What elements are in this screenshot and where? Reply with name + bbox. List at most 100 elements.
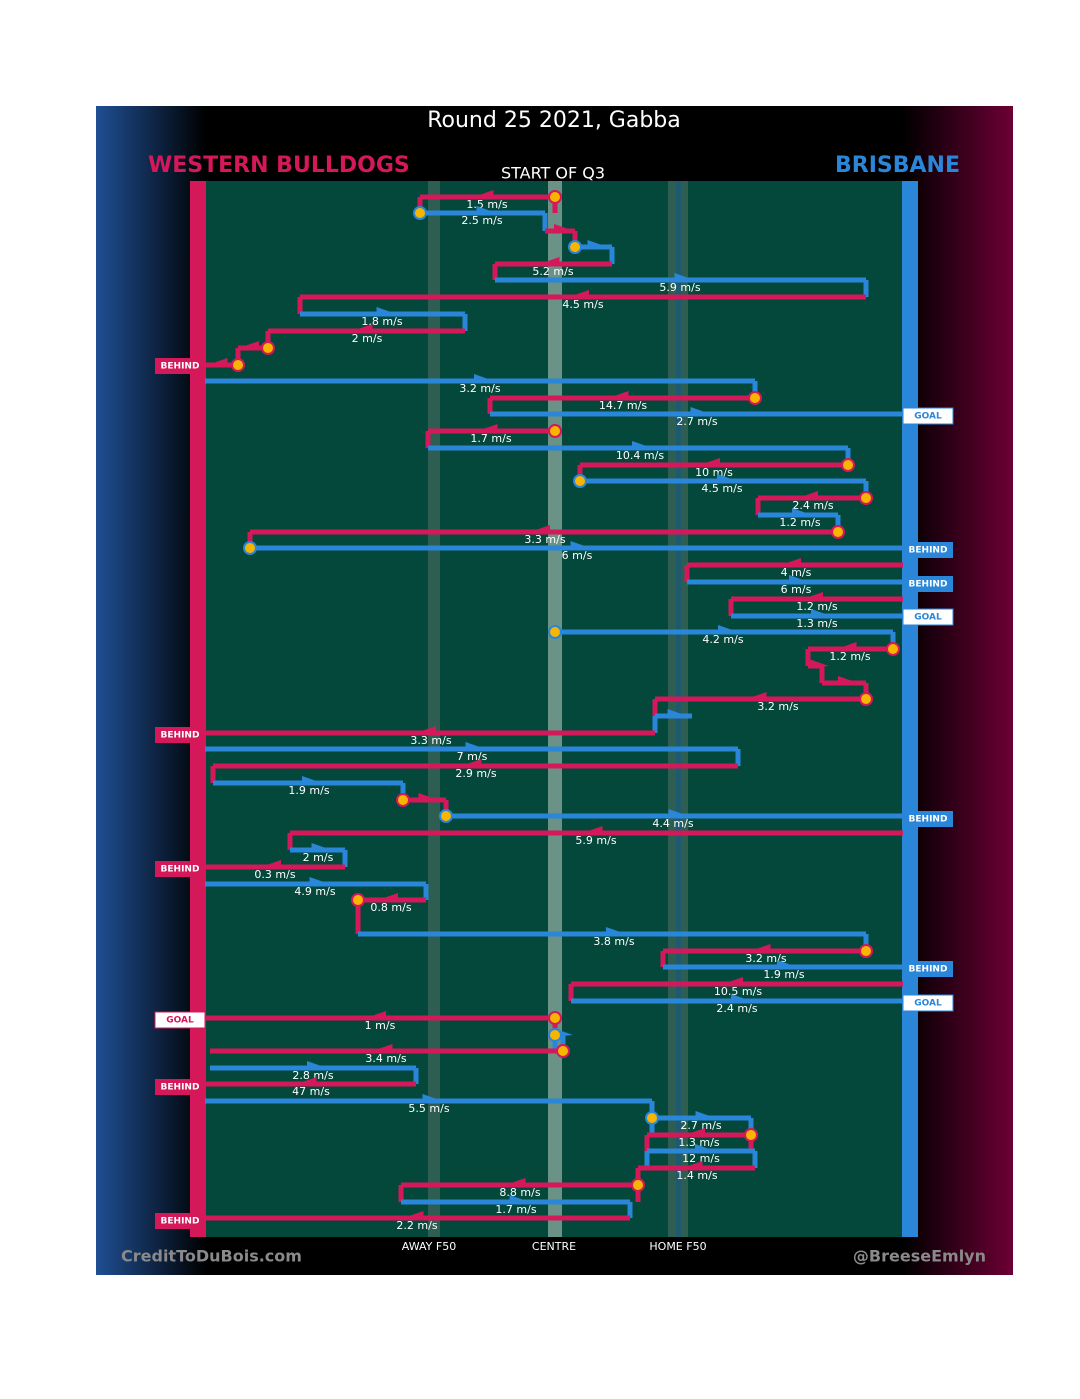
direction-arrow [750,944,771,953]
possession-dot [859,944,873,958]
direction-arrow [473,190,494,199]
direction-arrow [700,458,720,467]
possession-dot [568,240,582,254]
possession-dot [243,541,257,555]
outcome-label: GOAL [914,412,942,422]
outcome-box [902,407,954,425]
direction-arrow [803,592,823,601]
speed-label: 2.7 m/s [680,1119,721,1132]
direction-arrow [632,441,652,450]
direction-arrow [461,759,482,768]
direction-arrow [695,1144,715,1153]
direction-arrow [474,374,494,383]
speed-label: 3.3 m/s [524,533,565,546]
speed-label: 3.2 m/s [459,382,500,395]
outcome-label: GOAL [914,999,942,1009]
direction-arrow [311,843,332,852]
outcome-box [155,358,205,374]
zone-label: HOME F50 [649,1240,706,1253]
outcome-box [902,608,954,626]
direction-arrow [239,341,259,350]
direction-arrow [465,742,486,751]
possession-dot [231,358,245,372]
direction-arrow [717,474,737,483]
outcome-box [155,727,205,743]
speed-label: 0.8 m/s [370,901,411,914]
direction-arrow [372,1044,393,1053]
speed-label: 6 m/s [781,583,812,596]
outcome-label: BEHIND [161,731,200,741]
speed-label: 4.5 m/s [701,482,742,495]
direction-arrow [731,994,751,1003]
possession-dot [859,491,873,505]
speed-label: 3.3 m/s [410,734,451,747]
left-goal-line [190,181,206,1237]
direction-arrow [674,273,695,282]
direction-arrow [309,877,330,886]
direction-arrow [378,893,398,902]
possession-dot [645,1111,659,1125]
speed-label: 0.3 m/s [254,868,295,881]
speed-label: 1.9 m/s [288,784,329,797]
possession-dot [831,525,845,539]
possession-dot [631,1178,645,1192]
outcome-label: BEHIND [161,865,200,875]
speed-label: 1.5 m/s [466,198,507,211]
direction-arrow [422,1094,443,1103]
outcome-box [155,1213,205,1229]
direction-arrow [682,1161,703,1170]
title: Round 25 2021, Gabba [427,108,681,133]
direction-arrow [418,793,439,802]
speed-label: 4.2 m/s [702,633,743,646]
right-team: BRISBANE [835,153,960,178]
speed-label: 14.7 m/s [599,399,647,412]
speed-label: 4.4 m/s [652,817,693,830]
left-team: WESTERN BULLDOGS [148,153,410,178]
speed-label: 2.4 m/s [716,1002,757,1015]
direction-arrow [798,491,818,500]
outcome-box [154,1011,206,1029]
outcome-label: BEHIND [909,546,948,556]
speed-label: 5.9 m/s [575,834,616,847]
outcome-label: BEHIND [161,1217,200,1227]
direction-arrow [587,240,608,249]
direction-arrow [530,525,550,534]
possession-dot [744,1128,758,1142]
direction-arrow [539,257,560,266]
possession-dot [548,190,562,204]
direction-arrow [416,726,436,735]
direction-arrow [668,809,689,818]
speed-label: 2.7 m/s [676,415,717,428]
direction-arrow [809,659,829,668]
direction-arrow [477,424,498,433]
speed-label: 1.7 m/s [495,1203,536,1216]
right-gradient [903,106,1013,1275]
speed-label: 2 m/s [303,851,334,864]
direction-arrow [608,391,629,400]
possession-dot [548,424,562,438]
speed-label: 2.9 m/s [455,767,496,780]
outcome-label: GOAL [914,613,942,623]
possession-dot [556,1044,570,1058]
speed-label: 47 m/s [292,1085,330,1098]
speed-label: 2.2 m/s [396,1219,437,1232]
credit-left: CreditToDuBois.com [121,1247,302,1266]
speed-label: 8.8 m/s [499,1186,540,1199]
speed-label: 10.4 m/s [616,449,664,462]
outcome-box [903,961,953,977]
direction-arrow [781,558,801,567]
possession-dot [573,474,587,488]
speed-label: 10 m/s [695,466,733,479]
possession-dot [548,625,562,639]
direction-arrow [554,224,574,233]
centre-line [548,181,562,1237]
direction-arrow [718,625,738,634]
direction-arrow [509,1195,530,1204]
direction-arrow [352,324,373,333]
outcome-label: BEHIND [909,815,948,825]
speed-label: 1.4 m/s [676,1169,717,1182]
direction-arrow [685,1128,705,1137]
direction-arrow [307,1061,327,1070]
speed-label: 2 m/s [352,332,383,345]
